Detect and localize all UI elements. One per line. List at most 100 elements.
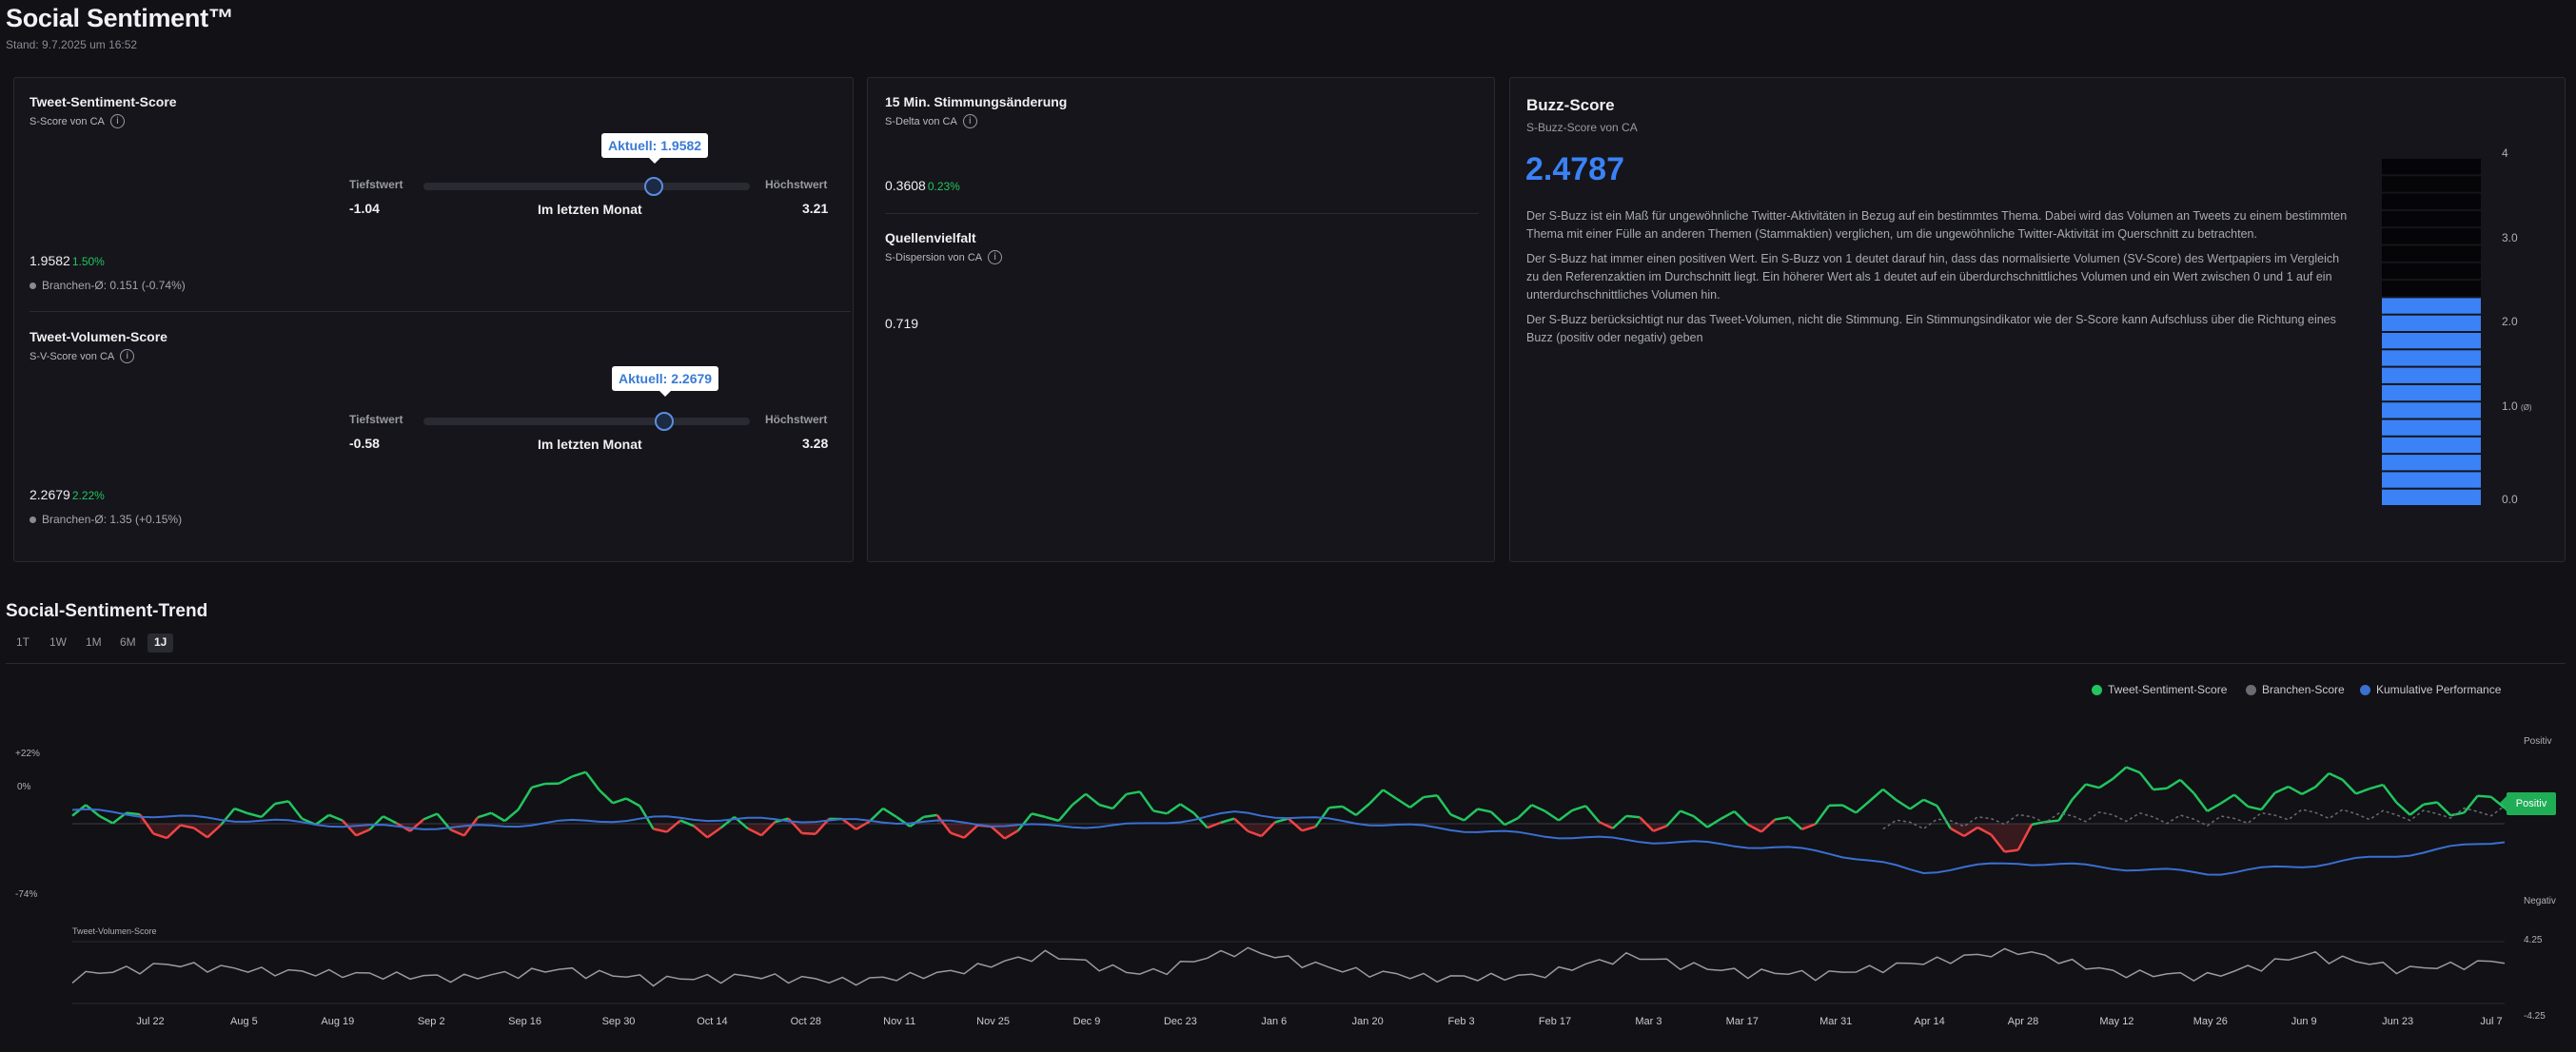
sentiment-segment bbox=[2490, 795, 2506, 809]
diversity-value: 0.719 bbox=[885, 316, 919, 331]
volume-chart-label: Tweet-Volumen-Score bbox=[72, 926, 157, 936]
sentiment-segment bbox=[1111, 793, 1128, 809]
sentiment-segment bbox=[1963, 826, 1978, 838]
volume-range-track bbox=[423, 418, 750, 425]
sentiment-segment bbox=[1031, 812, 1046, 819]
x-axis-label: Mar 3 bbox=[1635, 1016, 1662, 1027]
sentiment-segment bbox=[2057, 798, 2074, 822]
sentiment-segment bbox=[1098, 803, 1113, 810]
mood-value: 0.3608 0.23% bbox=[885, 178, 960, 193]
card-divider bbox=[29, 311, 851, 312]
sentiment-segment bbox=[477, 811, 492, 819]
sentiment-segment bbox=[1449, 813, 1465, 822]
scores-card: Tweet-Sentiment-Score S-Score von CA i A… bbox=[13, 77, 854, 562]
right-axis-positive: Positiv bbox=[2524, 736, 2552, 747]
sentiment-segment bbox=[1801, 823, 1817, 831]
legend-performance[interactable]: Kumulative Performance bbox=[2360, 683, 2501, 696]
buzz-segment bbox=[2382, 193, 2481, 209]
performance-line bbox=[71, 808, 2506, 876]
sentiment-segment bbox=[653, 828, 668, 833]
branch-dot-icon bbox=[29, 282, 36, 289]
sentiment-segment bbox=[2301, 786, 2316, 795]
mood-subtitle-text: S-Delta von CA bbox=[885, 115, 957, 127]
negative-area bbox=[1599, 822, 1613, 828]
sentiment-segment bbox=[166, 824, 182, 839]
negative-area bbox=[801, 824, 816, 834]
sentiment-segment bbox=[882, 807, 897, 818]
info-icon[interactable]: i bbox=[988, 250, 1003, 264]
diversity-subtitle: S-Dispersion von CA i bbox=[885, 250, 1003, 264]
x-axis-label: Jul 22 bbox=[136, 1016, 165, 1027]
negative-area bbox=[2004, 824, 2018, 852]
volume-min-value: -0.58 bbox=[349, 436, 380, 451]
range-1t-button[interactable]: 1T bbox=[16, 635, 30, 649]
sentiment-segment bbox=[1693, 815, 1708, 828]
sentiment-segment bbox=[1706, 817, 1722, 828]
buzz-segment bbox=[2382, 402, 2481, 419]
sentiment-segment bbox=[1855, 800, 1871, 814]
sentiment-segment bbox=[1247, 829, 1263, 838]
sentiment-segment bbox=[1517, 804, 1533, 819]
legend-branch[interactable]: Branchen-Score bbox=[2246, 683, 2345, 696]
sentiment-min-label: Tiefstwert bbox=[349, 178, 403, 191]
sentiment-segment bbox=[342, 819, 358, 837]
sentiment-segment bbox=[2166, 778, 2181, 789]
sentiment-segment bbox=[572, 770, 586, 778]
range-6m-button[interactable]: 6M bbox=[120, 635, 136, 649]
sentiment-max-label: Höchstwert bbox=[765, 178, 828, 191]
sentiment-segment bbox=[2463, 794, 2479, 814]
sentiment-segment bbox=[990, 826, 1006, 840]
sentiment-segment bbox=[923, 813, 937, 819]
x-axis-label: Sep 16 bbox=[508, 1016, 542, 1027]
sentiment-segment bbox=[260, 803, 276, 818]
buzz-segment bbox=[2382, 455, 2481, 471]
legend-branch-label: Branchen-Score bbox=[2262, 683, 2345, 696]
sentiment-segment bbox=[1680, 809, 1695, 818]
info-icon[interactable]: i bbox=[962, 114, 977, 128]
buzz-axis-1-text: 1.0 bbox=[2502, 399, 2518, 413]
buzz-axis-0: 0.0 bbox=[2502, 493, 2518, 506]
sentiment-segment bbox=[1611, 814, 1627, 829]
x-axis-label: May 26 bbox=[2193, 1016, 2228, 1027]
volume-range-thumb bbox=[655, 412, 675, 431]
sentiment-segment bbox=[368, 815, 384, 831]
sentiment-segment bbox=[1463, 808, 1479, 822]
sentiment-segment bbox=[598, 789, 614, 805]
volume-title: Tweet-Volumen-Score bbox=[29, 329, 167, 344]
buzz-description: Der S-Buzz ist ein Maß für ungewöhnliche… bbox=[1526, 207, 2354, 354]
positive-badge: Positiv bbox=[2499, 792, 2556, 815]
buzz-segment bbox=[2382, 367, 2481, 383]
sentiment-segment bbox=[98, 814, 114, 825]
sentiment-segment bbox=[2233, 793, 2250, 808]
sentiment-segment bbox=[706, 827, 722, 839]
range-1w-button[interactable]: 1W bbox=[49, 635, 67, 649]
sentiment-segment bbox=[2193, 792, 2209, 812]
sentiment-change: 1.50% bbox=[71, 255, 105, 268]
sentiment-segment bbox=[1639, 816, 1655, 832]
sentiment-min-value: -1.04 bbox=[349, 201, 380, 216]
info-icon[interactable]: i bbox=[120, 349, 135, 363]
sentiment-segment bbox=[1909, 798, 1925, 810]
info-icon[interactable]: i bbox=[109, 114, 125, 128]
x-axis-label: Apr 14 bbox=[1914, 1016, 1945, 1027]
x-axis-label: Sep 2 bbox=[417, 1016, 445, 1027]
x-axis-label: Mar 17 bbox=[1725, 1016, 1759, 1027]
range-1m-button[interactable]: 1M bbox=[86, 635, 102, 649]
sentiment-segment bbox=[1085, 792, 1100, 807]
buzz-title: Buzz-Score bbox=[1526, 96, 1615, 114]
range-1j-button[interactable]: 1J bbox=[147, 633, 174, 653]
mood-value-text: 0.3608 bbox=[885, 178, 926, 193]
sentiment-subtitle: S-Score von CA i bbox=[29, 114, 125, 128]
sentiment-segment bbox=[1477, 808, 1492, 813]
legend-sentiment[interactable]: Tweet-Sentiment-Score bbox=[2092, 683, 2227, 696]
x-axis-label: Jul 7 bbox=[2480, 1016, 2503, 1027]
volume-branch-text: Branchen-Ø: 1.35 (+0.15%) bbox=[42, 513, 183, 526]
sentiment-segment bbox=[584, 770, 600, 791]
sentiment-segment bbox=[1260, 821, 1276, 837]
x-axis-label: Oct 14 bbox=[697, 1016, 728, 1027]
sentiment-segment bbox=[1301, 825, 1316, 832]
sentiment-segment bbox=[1138, 790, 1155, 812]
buzz-axis-3: 3.0 bbox=[2502, 231, 2518, 244]
volume-chart bbox=[71, 941, 2506, 1004]
buzz-segment bbox=[2382, 333, 2481, 349]
